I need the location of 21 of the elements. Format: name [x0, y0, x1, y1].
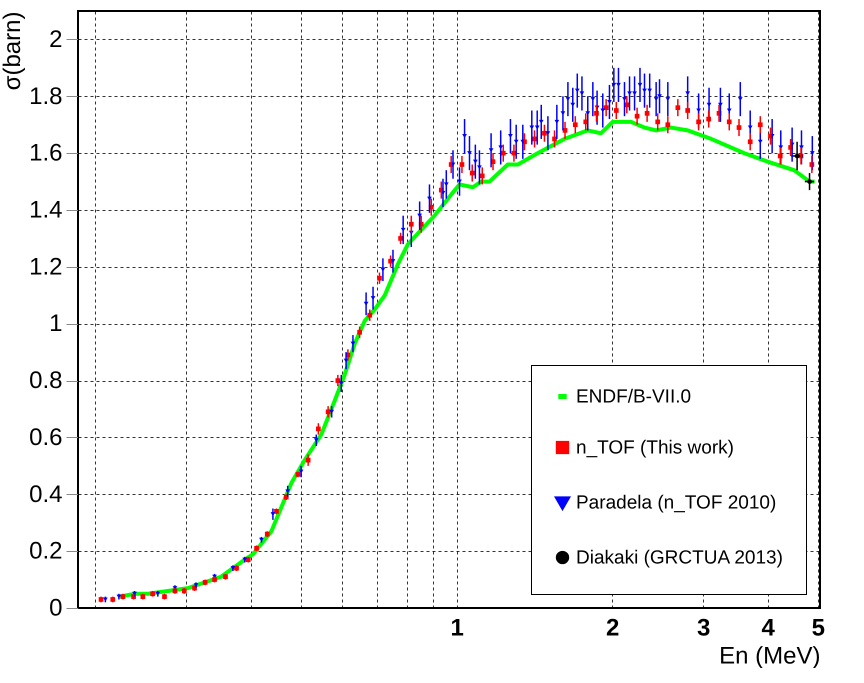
legend-label: Paradela (n_TOF 2010) [576, 492, 776, 514]
x-tick-label: 3 [696, 614, 710, 642]
legend-label: ENDF/B-VII.0 [576, 386, 692, 408]
y-axis-title: σ(barn) [0, 12, 26, 90]
y-tick-label: 0.4 [29, 480, 62, 508]
y-tick-label: 2 [49, 26, 62, 53]
y-tick-label: 1.2 [29, 253, 62, 280]
x-tick-label: 5 [812, 614, 825, 642]
y-tick-label: 0.6 [29, 424, 62, 451]
legend-label: Diakaki (GRCTUA 2013) [576, 548, 783, 568]
y-tick-label: 0.8 [29, 367, 62, 394]
x-tick-label: 4 [762, 614, 776, 642]
y-tick-label: 1 [49, 310, 62, 338]
y-tick-label: 0.2 [29, 538, 62, 565]
legend-label: n_TOF (This work) [576, 438, 734, 458]
y-tick-label: 1.8 [29, 82, 62, 110]
y-tick-label: 0 [49, 594, 62, 622]
x-tick-label: 1 [450, 614, 464, 642]
y-tick-label: 1.4 [29, 196, 62, 224]
x-tick-label: 2 [606, 614, 620, 642]
y-tick-label: 1.6 [29, 140, 62, 167]
